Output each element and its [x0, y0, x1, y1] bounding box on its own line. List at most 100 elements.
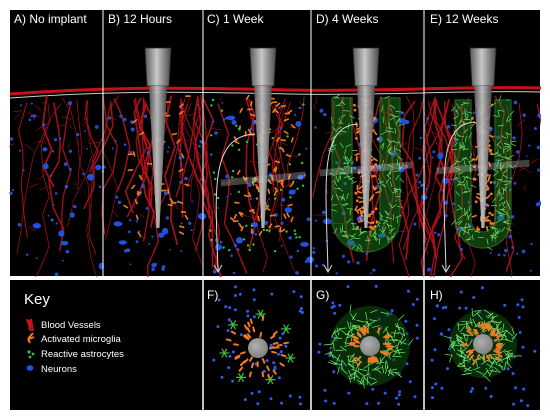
astrocyte-process — [348, 359, 357, 364]
microglia-cell — [355, 137, 358, 140]
microglia-cell — [353, 108, 357, 112]
neuron-dot — [298, 106, 301, 109]
neuron-dot — [433, 348, 437, 352]
microglia-cell — [272, 166, 278, 172]
neuron-dot — [328, 354, 332, 357]
microglia-cell — [355, 122, 358, 128]
microglia-cell — [361, 210, 365, 214]
microglia-cell — [358, 200, 365, 204]
neuron-dot — [312, 250, 316, 255]
neuron-body — [323, 218, 332, 225]
blood-vessels — [9, 95, 541, 277]
neuron-dot — [408, 380, 412, 384]
blood-vessel — [181, 95, 201, 202]
astrocyte-process — [469, 132, 472, 139]
cross-section-g — [317, 284, 419, 406]
microglia-cell — [357, 171, 361, 175]
neuron-dot — [117, 200, 122, 205]
microglia-cell — [178, 231, 185, 235]
astrocyte-process — [511, 326, 515, 335]
microglia-cell — [280, 139, 287, 142]
neuron-dot — [496, 135, 500, 140]
neuron-dot — [415, 173, 419, 177]
astrocyte-process — [504, 143, 511, 146]
microglia-cell — [247, 128, 252, 134]
neuron-dot — [533, 349, 537, 353]
microglia-cell — [356, 190, 363, 194]
neuron-dot — [135, 220, 138, 223]
blood-vessel — [398, 97, 425, 277]
neuron-dot — [115, 195, 119, 199]
panel-label-e: E) 12 Weeks — [430, 12, 498, 26]
astrocyte-process — [463, 372, 472, 375]
neuron-dot — [165, 216, 169, 220]
astrocyte-process — [392, 115, 399, 118]
microglia-cell — [488, 149, 492, 153]
astrocyte-process — [464, 366, 472, 373]
microglia-cell — [356, 355, 362, 361]
microglia-cell — [369, 196, 373, 202]
capillary — [219, 98, 222, 101]
astrocyte-process — [374, 229, 377, 235]
neuron-dot — [178, 155, 183, 160]
astrocyte-process — [498, 95, 502, 102]
astrocyte-process — [468, 205, 471, 212]
capillary — [325, 131, 338, 134]
microglia-cell — [355, 209, 360, 214]
cross-section-f — [212, 285, 304, 406]
astrocyte-process — [491, 234, 493, 241]
neuron-dot — [415, 336, 419, 340]
neuron-dot — [135, 240, 139, 244]
microglia-cell — [176, 139, 181, 144]
neuron-body — [537, 201, 541, 206]
astrocyte-process — [399, 141, 402, 148]
microglia-cell — [225, 338, 232, 342]
astrocyte-process — [377, 177, 382, 184]
capillary — [486, 196, 498, 201]
astrocyte-process — [354, 227, 361, 230]
microglia-cell — [286, 212, 290, 218]
panel-label-c: C) 1 Week — [207, 12, 264, 26]
neuron-dot — [529, 269, 533, 272]
microglia-cell — [375, 190, 381, 194]
astrocyte-process — [341, 360, 343, 369]
astrocyte-process — [459, 325, 466, 333]
section-arrow — [323, 123, 359, 274]
astrocyte-process — [337, 122, 344, 124]
microglia-cell — [275, 102, 281, 107]
astrocyte-process — [451, 124, 458, 127]
astrocyte-process — [460, 352, 469, 357]
microglia-cell — [490, 331, 496, 337]
neuron-dot — [169, 248, 172, 251]
reactive-astrocyte — [237, 377, 242, 383]
microglia-cell — [493, 332, 499, 337]
astrocyte-dot — [230, 176, 234, 179]
astrocyte-process — [470, 330, 478, 337]
astrocyte-process — [456, 208, 463, 211]
neuron-dot — [180, 250, 183, 253]
astrocyte-dot — [289, 196, 292, 199]
neuron-dot — [299, 295, 303, 299]
astrocyte-process — [462, 191, 469, 194]
neuron-dot — [464, 306, 468, 310]
microglia-cell — [180, 153, 185, 159]
astrocyte-process — [502, 186, 508, 192]
neuron-dot — [452, 202, 455, 206]
astrocyte-process — [396, 117, 401, 124]
neuron-dot — [417, 186, 420, 189]
astrocyte-process — [457, 322, 460, 331]
neuron-dot — [473, 111, 476, 115]
neuron-dot — [506, 98, 509, 102]
microglia-cell — [285, 154, 292, 158]
neuron-dot — [214, 131, 218, 135]
astrocyte-dot — [250, 224, 254, 227]
astrocyte-process — [363, 363, 371, 369]
neuron-dot — [277, 106, 281, 109]
astrocyte-process — [389, 227, 396, 232]
neuron-dot — [335, 161, 339, 165]
neuron-dot — [335, 272, 338, 275]
astrocyte-process — [387, 164, 393, 168]
astrocyte-process — [450, 106, 456, 112]
microglia-cell — [236, 169, 241, 175]
astrocyte-process — [357, 371, 365, 377]
